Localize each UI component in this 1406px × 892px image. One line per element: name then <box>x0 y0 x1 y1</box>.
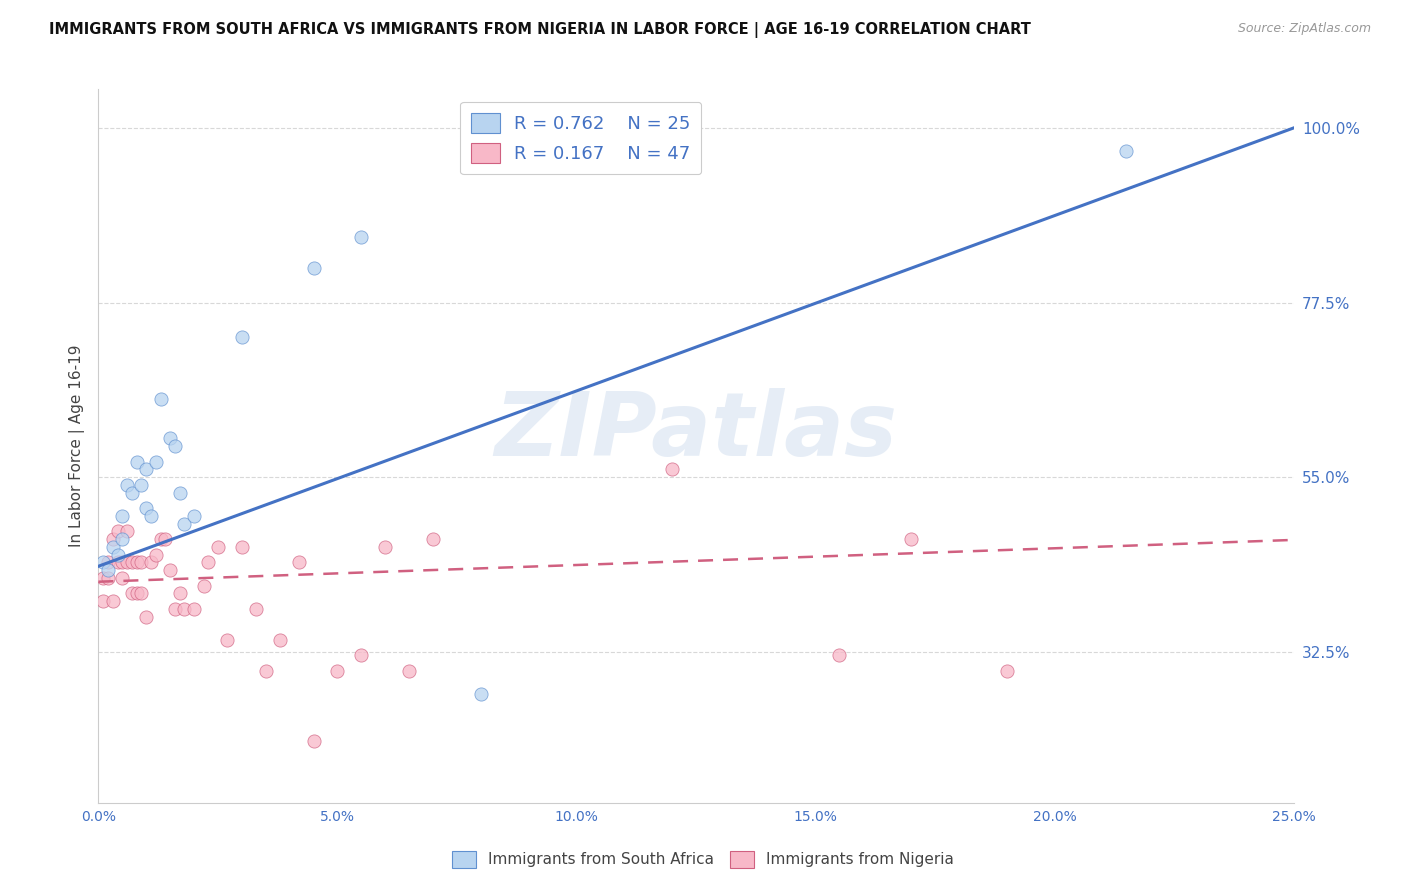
Point <box>159 563 181 577</box>
Point <box>115 555 138 569</box>
Point <box>139 555 162 569</box>
Point <box>163 439 186 453</box>
Point <box>145 454 167 468</box>
Point <box>288 555 311 569</box>
Point <box>302 260 325 275</box>
Point <box>470 687 492 701</box>
Point <box>115 477 138 491</box>
Point <box>125 555 148 569</box>
Point <box>111 555 134 569</box>
Point <box>107 555 129 569</box>
Point <box>135 501 157 516</box>
Point <box>149 532 172 546</box>
Point <box>159 431 181 445</box>
Point <box>131 586 153 600</box>
Point <box>149 392 172 407</box>
Point <box>135 609 157 624</box>
Point <box>131 477 153 491</box>
Legend: Immigrants from South Africa, Immigrants from Nigeria: Immigrants from South Africa, Immigrants… <box>446 845 960 873</box>
Point <box>145 548 167 562</box>
Point <box>121 555 143 569</box>
Point <box>139 508 162 523</box>
Point <box>661 462 683 476</box>
Point <box>398 664 420 678</box>
Point <box>217 632 239 647</box>
Point <box>1115 145 1137 159</box>
Point <box>350 648 373 663</box>
Point <box>97 563 120 577</box>
Point <box>97 555 120 569</box>
Point <box>254 664 277 678</box>
Point <box>269 632 291 647</box>
Point <box>173 602 195 616</box>
Point <box>197 555 219 569</box>
Point <box>231 330 253 344</box>
Point <box>169 485 191 500</box>
Point <box>135 462 157 476</box>
Y-axis label: In Labor Force | Age 16-19: In Labor Force | Age 16-19 <box>69 344 84 548</box>
Point <box>101 540 124 554</box>
Point <box>231 540 253 554</box>
Point <box>207 540 229 554</box>
Point <box>101 594 124 608</box>
Point <box>91 571 114 585</box>
Point <box>125 586 148 600</box>
Point <box>131 555 153 569</box>
Point <box>115 524 138 539</box>
Point <box>422 532 444 546</box>
Point <box>107 524 129 539</box>
Point <box>125 454 148 468</box>
Point <box>828 648 851 663</box>
Point <box>183 602 205 616</box>
Point <box>350 229 373 244</box>
Legend: R = 0.762    N = 25, R = 0.167    N = 47: R = 0.762 N = 25, R = 0.167 N = 47 <box>460 102 702 174</box>
Point <box>995 664 1018 678</box>
Point <box>121 485 143 500</box>
Point <box>111 532 134 546</box>
Point <box>91 594 114 608</box>
Point <box>111 571 134 585</box>
Point <box>302 733 325 747</box>
Text: ZIPatlas: ZIPatlas <box>495 388 897 475</box>
Point <box>111 508 134 523</box>
Point <box>97 571 120 585</box>
Point <box>326 664 349 678</box>
Point <box>91 555 114 569</box>
Point <box>183 508 205 523</box>
Point <box>374 540 396 554</box>
Point <box>101 532 124 546</box>
Point <box>107 548 129 562</box>
Point <box>155 532 177 546</box>
Point <box>193 579 215 593</box>
Point <box>169 586 191 600</box>
Point <box>245 602 267 616</box>
Point <box>900 532 922 546</box>
Text: IMMIGRANTS FROM SOUTH AFRICA VS IMMIGRANTS FROM NIGERIA IN LABOR FORCE | AGE 16-: IMMIGRANTS FROM SOUTH AFRICA VS IMMIGRAN… <box>49 22 1031 38</box>
Text: Source: ZipAtlas.com: Source: ZipAtlas.com <box>1237 22 1371 36</box>
Point <box>173 516 195 531</box>
Point <box>121 586 143 600</box>
Point <box>163 602 186 616</box>
